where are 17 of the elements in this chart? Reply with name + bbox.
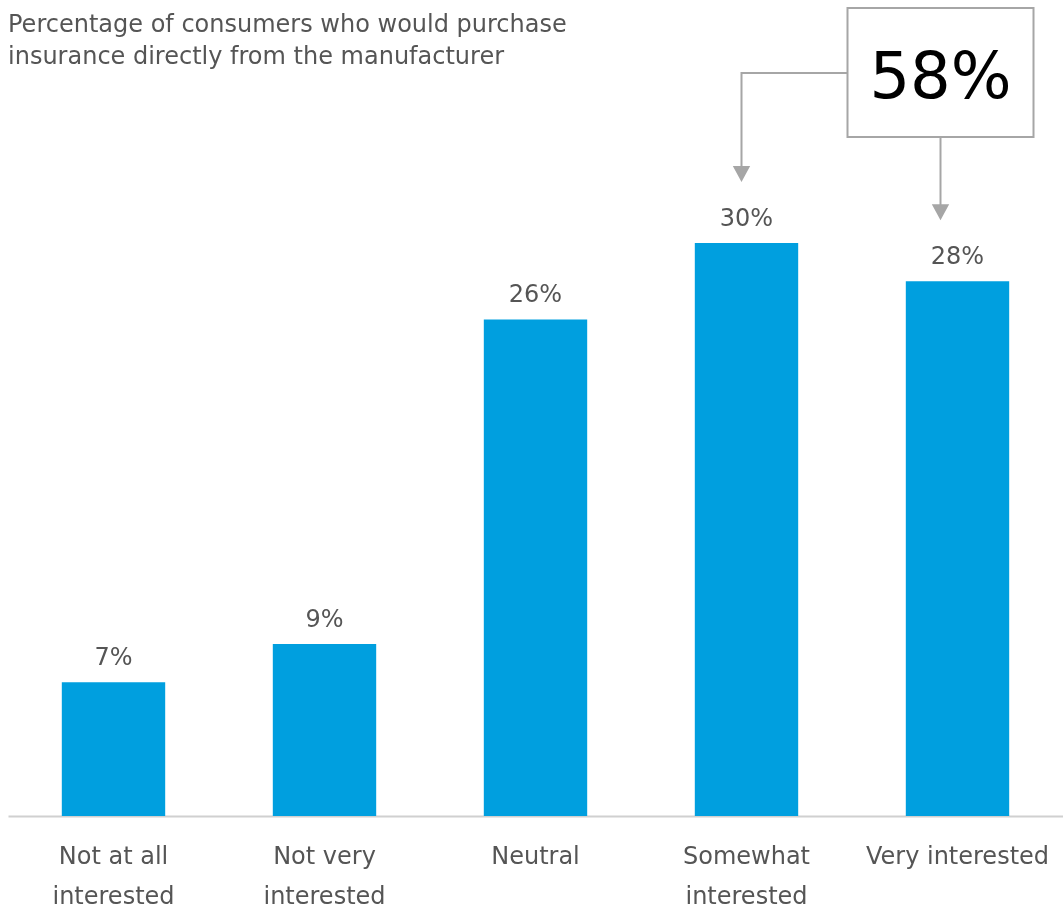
bar <box>61 682 166 816</box>
bar <box>905 281 1010 816</box>
x-tick-label: Not very interested <box>263 841 386 910</box>
x-tick-label: Not at all interested <box>52 841 175 910</box>
bar <box>483 319 588 816</box>
bar <box>694 243 799 816</box>
bar <box>272 644 377 816</box>
data-label: 7% <box>94 643 133 672</box>
chart-title: Percentage of consumers who would purchase insurance directly from the manufacturer <box>8 10 567 70</box>
x-tick-label: Very interested <box>865 841 1050 870</box>
data-label: 28% <box>930 242 985 271</box>
data-label: 9% <box>305 605 344 634</box>
data-label: 30% <box>719 204 774 232</box>
data-label: 26% <box>508 280 563 309</box>
x-tick-label: Somewhat interested <box>682 841 811 910</box>
text: 58% <box>869 39 1012 113</box>
x-tick-label: Neutral <box>491 841 580 870</box>
